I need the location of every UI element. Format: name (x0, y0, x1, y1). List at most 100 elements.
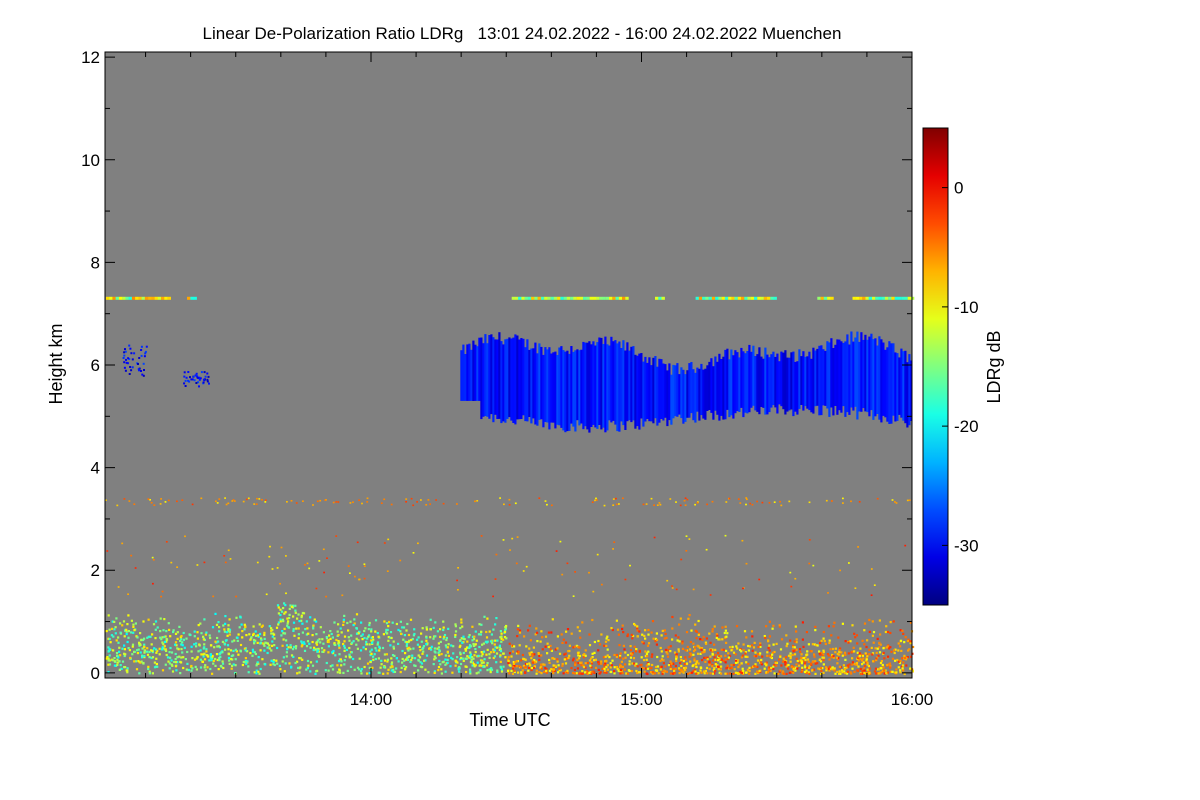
aerosol-cell (465, 670, 468, 674)
aerosol-cell (773, 663, 776, 667)
aerosol-cell (485, 664, 489, 667)
aerosol-cell (568, 654, 571, 657)
patch-cell (123, 366, 126, 369)
aerosol-cell (480, 623, 483, 626)
aerosol-cell (677, 648, 680, 651)
aerosol-cell (636, 625, 639, 628)
aerosol-cell (182, 638, 185, 641)
aerosol-cell (123, 644, 126, 647)
aerosol-cell (576, 667, 579, 670)
aerosol-cell (886, 630, 890, 634)
aerosol-cell (464, 657, 467, 660)
aerosol-cell (803, 670, 807, 674)
patch-cell (124, 350, 127, 353)
aerosol-cell (602, 656, 605, 659)
aerosol-cell (108, 638, 111, 641)
aerosol-cell (473, 654, 476, 657)
aerosol-cell (554, 664, 557, 667)
aerosol-cell (896, 658, 899, 662)
aerosol-cell (517, 624, 520, 627)
colorbar: 0-10-20-30 LDRg dB (922, 127, 1004, 606)
aerosol-cell (283, 627, 286, 630)
aerosol-cell (865, 659, 868, 662)
aerosol-cell (450, 656, 453, 659)
aerosol-cell (471, 635, 475, 638)
aerosol-cell (407, 655, 410, 658)
aerosol-cell (521, 669, 524, 672)
aerosol-cell (434, 635, 437, 638)
aerosol-cell (763, 667, 766, 670)
aerosol-cell (132, 623, 135, 626)
aerosol-cell (287, 626, 291, 629)
patch-cell (184, 379, 187, 382)
aerosol-cell (306, 640, 310, 643)
aerosol-cell (146, 647, 149, 650)
sparse-cell (258, 498, 261, 500)
scatter-cell (268, 555, 271, 558)
aerosol-cell (271, 640, 274, 643)
aerosol-cell (584, 671, 587, 674)
aerosol-cell (156, 649, 159, 652)
aerosol-cell (543, 663, 546, 666)
patch-cell (190, 378, 193, 381)
aerosol-cell (493, 649, 496, 652)
aerosol-cell (863, 669, 866, 672)
aerosol-cell (818, 668, 821, 671)
aerosol-cell (179, 636, 182, 639)
aerosol-cell (229, 657, 232, 661)
sparse-cell (149, 499, 151, 501)
colorbar-tick-label: 0 (954, 179, 963, 198)
cloud-column (848, 344, 851, 415)
layer-cell (550, 296, 554, 300)
layer-cell (907, 296, 912, 300)
aerosol-cell (702, 651, 705, 654)
scatter-cell (685, 550, 688, 552)
scatter-cell (323, 571, 325, 574)
aerosol-cell (534, 633, 537, 636)
aerosol-cell (728, 654, 732, 657)
aerosol-cell (618, 656, 622, 659)
aerosol-cell (519, 666, 522, 669)
aerosol-cell (552, 667, 555, 670)
aerosol-cell (787, 654, 791, 657)
aerosol-cell (321, 638, 324, 641)
cloud-column (804, 356, 807, 407)
aerosol-cell (107, 657, 110, 660)
aerosol-cell (483, 658, 486, 661)
aerosol-cell (515, 665, 519, 668)
aerosol-cell (131, 653, 134, 656)
aerosol-cell (868, 653, 871, 656)
aerosol-cell (504, 656, 507, 659)
cloud-column (604, 336, 607, 433)
aerosol-cell (576, 658, 579, 661)
aerosol-cell (417, 636, 420, 639)
aerosol-cell (651, 653, 654, 656)
aerosol-cell (279, 613, 282, 617)
aerosol-cell (607, 639, 610, 642)
aerosol-cell (170, 651, 174, 654)
aerosol-cell (349, 665, 353, 668)
sparse-cell (302, 500, 304, 502)
layer-cell (602, 296, 606, 300)
sparse-cell (412, 504, 415, 507)
scatter-cell (561, 573, 564, 576)
aerosol-cell (454, 630, 458, 633)
aerosol-cell (866, 661, 869, 664)
sparse-cell (615, 503, 618, 506)
patch-cell (133, 352, 136, 355)
aerosol-cell (404, 652, 407, 655)
aerosol-cell (879, 661, 883, 665)
aerosol-cell (656, 669, 659, 672)
aerosol-cell (221, 662, 225, 665)
aerosol-cell (822, 656, 826, 659)
aerosol-cell (799, 659, 802, 662)
aerosol-cell (580, 664, 583, 667)
aerosol-cell (195, 657, 198, 660)
aerosol-cell (664, 632, 667, 635)
aerosol-cell (108, 654, 111, 657)
cloud-column (526, 339, 529, 422)
aerosol-cell (116, 663, 119, 666)
aerosol-cell (232, 649, 235, 652)
aerosol-cell (108, 628, 111, 631)
aerosol-cell (162, 629, 165, 632)
